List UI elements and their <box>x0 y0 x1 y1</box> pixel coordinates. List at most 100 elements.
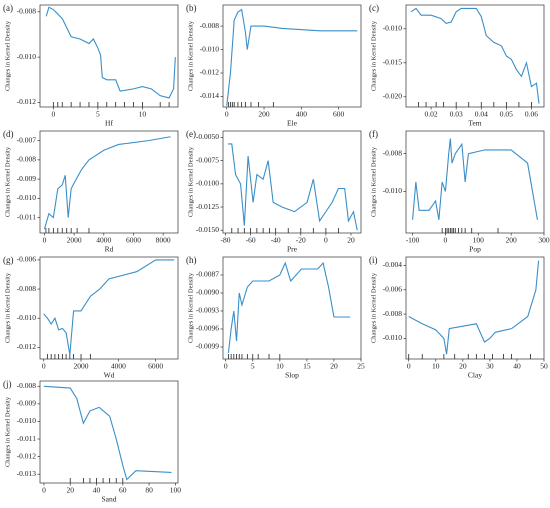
y-tick-label: -0.008 <box>17 381 37 390</box>
y-axis-title: Changes in Kernel Density <box>370 146 377 217</box>
panel-label: (b) <box>186 3 197 13</box>
y-tick-label: -0.011 <box>17 212 36 221</box>
y-tick-label: -0.015 <box>383 58 403 67</box>
x-tick-label: 0 <box>42 362 46 371</box>
y-tick-label: -0.0099 <box>196 342 219 351</box>
x-axis-title: Ele <box>287 119 298 128</box>
x-tick-label: 0 <box>444 236 448 245</box>
x-tick-label: 600 <box>333 110 345 119</box>
y-axis-title: Changes in Kernel Density <box>187 20 194 91</box>
x-tick-label: -100 <box>406 236 420 245</box>
plot-frame <box>39 130 179 234</box>
x-tick-label: 15 <box>303 362 311 371</box>
x-tick-label: 10 <box>276 362 284 371</box>
y-tick-label: -0.008 <box>17 7 37 16</box>
y-tick-label: -0.012 <box>200 68 220 77</box>
y-tick-label: -0.014 <box>200 91 220 100</box>
y-tick-label: -0.008 <box>17 155 37 164</box>
x-tick-label: 100 <box>170 486 182 495</box>
x-tick-label: 40 <box>93 486 101 495</box>
y-axis-title: Changes in Kernel Density <box>370 20 377 91</box>
x-tick-label: 0 <box>224 362 228 371</box>
panel-label: (e) <box>186 129 196 139</box>
x-tick-label: 0.04 <box>475 110 488 119</box>
y-tick-label: -0.006 <box>17 255 37 264</box>
y-tick-label: -0.0100 <box>196 179 219 188</box>
x-tick-label: -40 <box>271 236 281 245</box>
x-tick-label: 0 <box>324 236 328 245</box>
plot-frame <box>222 130 362 234</box>
y-tick-label: -0.008 <box>17 284 37 293</box>
x-tick-label: 20 <box>330 362 338 371</box>
x-axis-title: Pre <box>287 245 298 254</box>
x-tick-label: 20 <box>347 236 355 245</box>
x-tick-label: 0 <box>43 236 47 245</box>
plot-frame <box>222 4 362 108</box>
x-axis-title: Tem <box>468 119 481 128</box>
y-tick-label: -0.012 <box>17 97 37 106</box>
y-axis-title: Changes in Kernel Density <box>4 396 11 467</box>
data-line <box>410 7 540 104</box>
y-tick-label: -0.0093 <box>196 306 219 315</box>
x-tick-label: 0 <box>225 110 229 119</box>
x-tick-label: 5 <box>251 362 255 371</box>
data-line <box>43 385 172 481</box>
x-tick-label: 0.02 <box>425 110 438 119</box>
x-tick-label: 25 <box>357 362 365 371</box>
data-line <box>43 259 175 355</box>
panel-label: (f) <box>369 129 378 139</box>
y-tick-label: -0.009 <box>17 174 37 183</box>
x-tick-label: 0.05 <box>500 110 513 119</box>
x-tick-label: 20 <box>459 362 467 371</box>
x-tick-label: -60 <box>246 236 256 245</box>
y-axis-title: Changes in Kernel Density <box>187 272 194 343</box>
x-tick-label: 10 <box>432 362 440 371</box>
y-tick-label: -0.011 <box>17 434 36 443</box>
x-tick-label: 60 <box>119 486 127 495</box>
x-axis-title: Slop <box>285 371 299 380</box>
data-line <box>226 8 358 106</box>
y-tick-label: -0.010 <box>17 193 37 202</box>
y-tick-label: -0.0050 <box>196 132 219 141</box>
plot-frame <box>405 130 545 234</box>
y-tick-label: -0.020 <box>383 92 403 101</box>
x-tick-label: 5 <box>96 110 100 119</box>
y-tick-label: -0.012 <box>17 342 37 351</box>
y-tick-label: -0.010 <box>383 24 403 33</box>
plot-frame <box>222 256 362 360</box>
x-tick-label: 400 <box>296 110 308 119</box>
y-axis-title: Changes in Kernel Density <box>4 272 11 343</box>
plot-frame <box>39 256 179 360</box>
y-tick-label: -0.012 <box>17 451 37 460</box>
x-tick-label: 20 <box>66 486 74 495</box>
y-tick-label: -0.0075 <box>196 155 219 164</box>
data-line <box>45 6 176 99</box>
x-tick-label: 30 <box>486 362 494 371</box>
panel-label: (i) <box>369 255 378 265</box>
x-axis-title: Pop <box>469 245 481 254</box>
y-tick-label: -0.0150 <box>196 225 219 234</box>
x-tick-label: 0 <box>51 110 55 119</box>
x-tick-label: -20 <box>296 236 306 245</box>
y-tick-label: -0.009 <box>17 399 37 408</box>
plot-frame <box>405 256 545 360</box>
panel-label: (c) <box>369 3 379 13</box>
y-tick-label: -0.010 <box>383 186 403 195</box>
y-tick-label: -0.0096 <box>196 324 219 333</box>
x-tick-label: 0 <box>407 362 411 371</box>
x-tick-label: 200 <box>258 110 270 119</box>
panel-label: (a) <box>3 3 13 13</box>
y-tick-label: -0.010 <box>17 313 37 322</box>
y-axis-title: Changes in Kernel Density <box>187 146 194 217</box>
x-tick-label: -80 <box>221 236 231 245</box>
x-axis-title: Rd <box>105 245 114 254</box>
y-tick-label: -0.0090 <box>196 288 219 297</box>
plot-frame <box>39 380 179 484</box>
x-tick-label: 2000 <box>67 236 82 245</box>
y-tick-label: -0.010 <box>17 416 37 425</box>
x-axis-title: Hf <box>105 119 113 128</box>
x-tick-label: 200 <box>506 236 518 245</box>
x-tick-label: 50 <box>540 362 548 371</box>
x-tick-label: 0.06 <box>525 110 538 119</box>
